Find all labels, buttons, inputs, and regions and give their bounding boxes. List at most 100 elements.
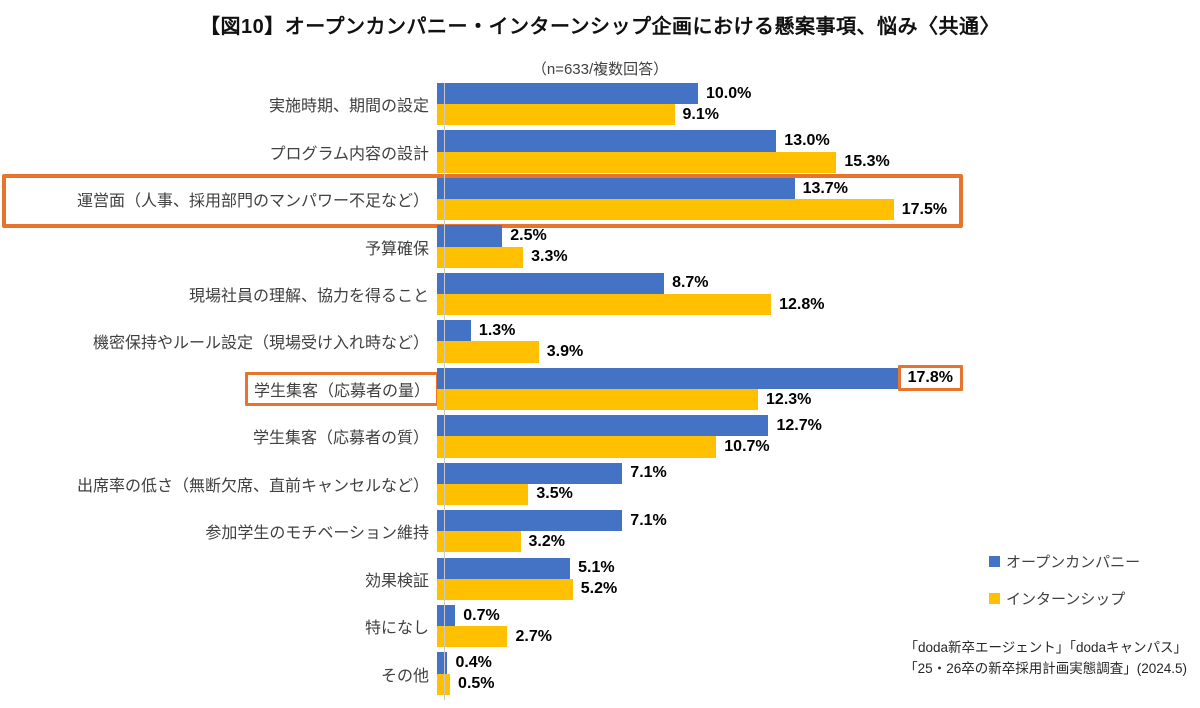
chart-row-5: 機密保持やルール設定（現場受け入れ時など） 1.3% 3.9% bbox=[0, 320, 1200, 367]
value-label: 12.7% bbox=[776, 416, 822, 434]
bar-line: 2.7% bbox=[437, 626, 1200, 648]
source-note: 「doda新卒エージェント」「dodaキャンパス」 「25・26卒の新卒採用計画… bbox=[904, 638, 1187, 680]
value-label: 12.3% bbox=[766, 390, 812, 408]
value-label: 13.7% bbox=[802, 179, 848, 197]
bar-line: 3.2% bbox=[437, 531, 1200, 553]
chart-row-2: 運営面（人事、採用部門のマンパワー不足など） 13.7% 17.5% bbox=[0, 173, 1200, 228]
bar-internship bbox=[437, 151, 837, 173]
bar-line: 3.9% bbox=[437, 341, 1200, 363]
category-label-cell: 現場社員の理解、協力を得ること bbox=[0, 273, 437, 315]
chart-row-10: 効果検証 5.1% 5.2% bbox=[0, 557, 1200, 605]
bar-line: 3.5% bbox=[437, 483, 1200, 505]
category-label: 学生集客（応募者の質） bbox=[252, 430, 429, 448]
category-label: 参加学生のモチベーション維持 bbox=[205, 525, 429, 543]
bar-line: 8.7% bbox=[437, 272, 1200, 294]
chart-subtitle: （n=633/複数回答） bbox=[531, 61, 669, 78]
category-label: 特になし bbox=[364, 620, 429, 638]
category-label-cell: プログラム内容の設計 bbox=[0, 130, 437, 172]
bar-open-company bbox=[437, 177, 795, 200]
chart-row-3: 予算確保 2.5% 3.3% bbox=[0, 225, 1200, 272]
value-label: 8.7% bbox=[672, 274, 709, 292]
value-label: 7.1% bbox=[630, 464, 667, 482]
chart-row-1: プログラム内容の設計 13.0% 15.3% bbox=[0, 130, 1200, 177]
category-label: 現場社員の理解、協力を得ること bbox=[188, 288, 429, 305]
legend-item-internship: インターンシップ bbox=[989, 588, 1140, 609]
bar-internship bbox=[437, 483, 529, 505]
bar-line: 10.0% bbox=[437, 83, 1200, 105]
legend-swatch-yellow-icon bbox=[989, 593, 1000, 604]
bar-line: 15.3% bbox=[437, 151, 1200, 173]
bar-internship bbox=[437, 436, 717, 458]
value-label: 10.7% bbox=[724, 437, 770, 455]
bar-internship bbox=[437, 104, 675, 126]
bars-cell: 13.7% 17.5% bbox=[437, 177, 1200, 221]
category-label-cell: 学生集客（応募者の量） bbox=[0, 368, 439, 410]
bar-open-company bbox=[437, 510, 623, 532]
bar-line: 12.3% bbox=[437, 388, 1200, 411]
bar-internship bbox=[437, 626, 508, 648]
value-label: 0.5% bbox=[458, 675, 495, 693]
category-label-cell: 予算確保 bbox=[0, 225, 437, 267]
value-label: 17.8% bbox=[897, 365, 963, 392]
category-label: プログラム内容の設計 bbox=[269, 145, 429, 163]
value-label: 10.0% bbox=[706, 84, 752, 102]
legend: オープンカンパニー インターンシップ bbox=[989, 551, 1140, 625]
category-label-cell: 特になし bbox=[0, 605, 437, 647]
bar-line: 5.2% bbox=[437, 578, 1200, 600]
legend-item-open-company: オープンカンパニー bbox=[989, 551, 1140, 572]
chart-row-7: 学生集客（応募者の質） 12.7% 10.7% bbox=[0, 415, 1200, 462]
bars-cell: 7.1% 3.2% bbox=[437, 510, 1200, 553]
bar-line: 13.0% bbox=[437, 130, 1200, 152]
category-label-cell: その他 bbox=[0, 652, 437, 694]
bar-line: 5.1% bbox=[437, 557, 1200, 579]
source-line-2: 「25・26卒の新卒採用計画実態調査」(2024.5) bbox=[904, 660, 1187, 676]
bar-line: 7.1% bbox=[437, 462, 1200, 484]
bar-internship bbox=[437, 388, 759, 411]
bar-line: 0.7% bbox=[437, 604, 1200, 627]
legend-label: インターンシップ bbox=[1006, 591, 1126, 608]
value-label: 15.3% bbox=[844, 153, 890, 171]
category-label: 実施時期、期間の設定 bbox=[268, 98, 429, 116]
bar-open-company bbox=[437, 320, 471, 342]
value-label: 13.0% bbox=[784, 132, 830, 150]
bar-internship bbox=[437, 294, 772, 316]
category-label-cell: 機密保持やルール設定（現場受け入れ時など） bbox=[0, 320, 437, 362]
bar-open-company bbox=[437, 225, 503, 247]
bar-internship bbox=[437, 578, 573, 600]
bar-line: 12.8% bbox=[437, 294, 1200, 316]
value-label: 0.7% bbox=[463, 606, 500, 624]
bars-cell: 2.5% 3.3% bbox=[437, 225, 1200, 268]
chart-row-8: 出席率の低さ（無断欠席、直前キャンセルなど） 7.1% 3.5% bbox=[0, 462, 1200, 510]
bar-internship bbox=[437, 341, 539, 363]
value-label: 17.5% bbox=[901, 200, 948, 218]
bars-cell: 0.7% 2.7% bbox=[437, 604, 1200, 648]
bar-line: 7.1% bbox=[437, 510, 1200, 532]
bar-open-company bbox=[437, 415, 769, 437]
chart-row-0: 実施時期、期間の設定 10.0% 9.1% bbox=[0, 83, 1200, 130]
bar-open-company bbox=[437, 462, 623, 484]
chart-title: 【図10】オープンカンパニー・インターンシップ企画における懸案事項、悩み〈共通〉 bbox=[199, 16, 1001, 38]
chart-row-4: 現場社員の理解、協力を得ること 8.7% 12.8% bbox=[0, 272, 1200, 320]
bar-open-company bbox=[437, 652, 448, 674]
chart-row-9: 参加学生のモチベーション維持 7.1% 3.2% bbox=[0, 510, 1200, 557]
bars-cell: 8.7% 12.8% bbox=[437, 272, 1200, 316]
category-label-cell: 参加学生のモチベーション維持 bbox=[0, 510, 437, 552]
value-label: 12.8% bbox=[779, 295, 825, 313]
bar-line: 17.8% bbox=[437, 365, 1200, 392]
legend-swatch-blue-icon bbox=[989, 556, 1000, 567]
category-label-cell: 運営面（人事、採用部門のマンパワー不足など） bbox=[0, 178, 437, 220]
category-label: 出席率の低さ（無断欠席、直前キャンセルなど） bbox=[76, 477, 429, 495]
value-label: 2.7% bbox=[515, 627, 552, 645]
bar-line: 1.3% bbox=[437, 320, 1200, 342]
bar-line: 2.5% bbox=[437, 225, 1200, 247]
category-label: 効果検証 bbox=[364, 572, 429, 590]
category-label: 機密保持やルール設定（現場受け入れ時など） bbox=[92, 335, 429, 353]
category-label: その他 bbox=[380, 667, 429, 685]
value-label: 7.1% bbox=[630, 511, 667, 529]
value-label: 3.9% bbox=[546, 343, 584, 361]
bar-line: 12.7% bbox=[437, 415, 1200, 437]
bars-cell: 12.7% 10.7% bbox=[437, 415, 1200, 458]
category-label-cell: 学生集客（応募者の質） bbox=[0, 415, 437, 457]
bars-cell: 7.1% 3.5% bbox=[437, 462, 1200, 505]
